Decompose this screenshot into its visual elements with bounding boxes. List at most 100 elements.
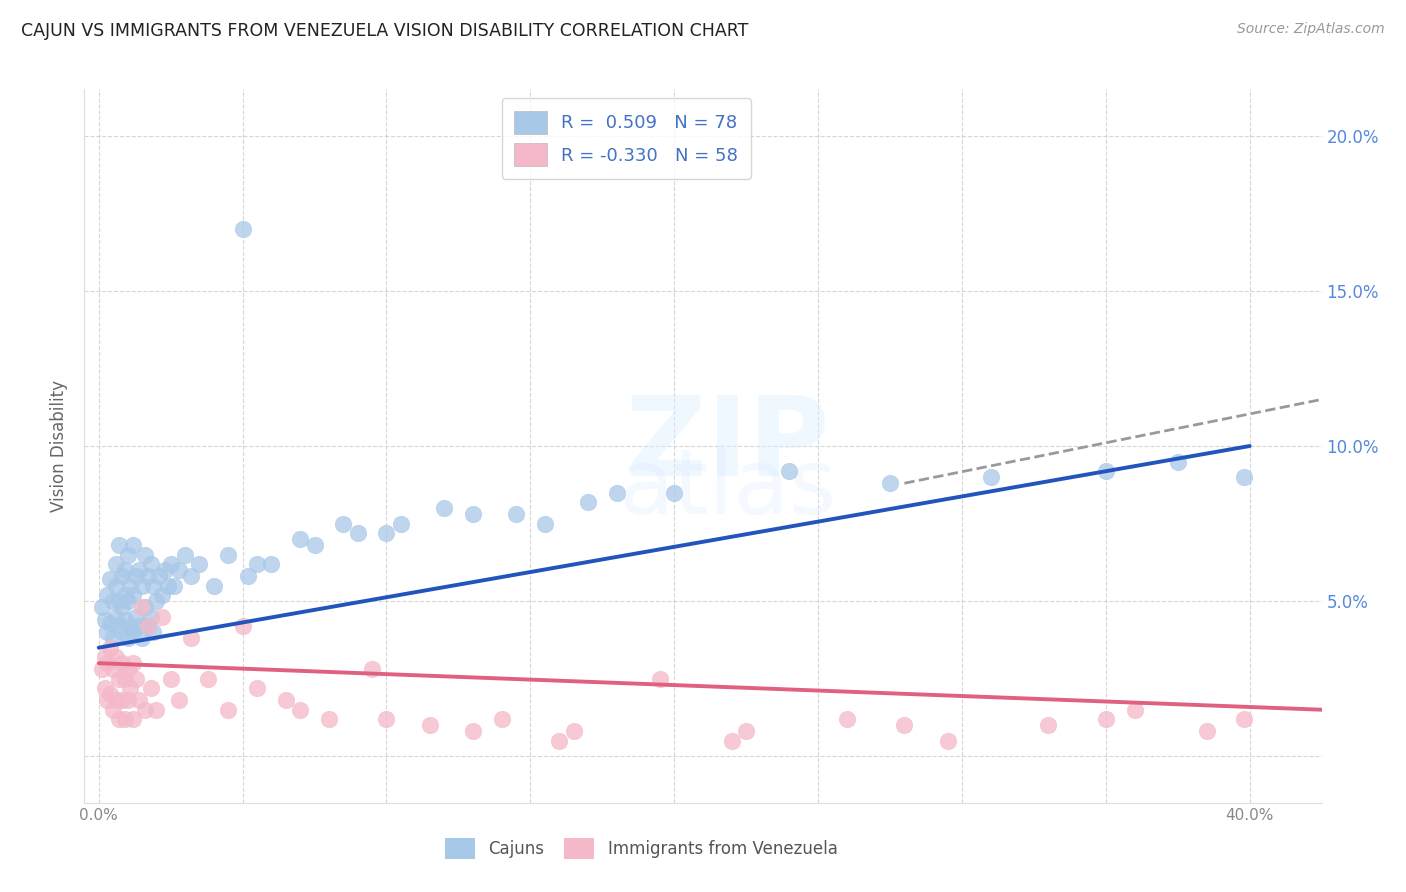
Point bbox=[174, 548, 197, 562]
Point bbox=[98, 640, 121, 655]
Point bbox=[125, 569, 148, 583]
Point bbox=[136, 619, 159, 633]
Point bbox=[114, 712, 136, 726]
Point bbox=[111, 693, 134, 707]
Point bbox=[375, 525, 398, 540]
Point bbox=[1195, 724, 1218, 739]
Point bbox=[122, 712, 145, 726]
Point bbox=[304, 538, 326, 552]
Point bbox=[217, 703, 239, 717]
Y-axis label: Vision Disability: Vision Disability bbox=[51, 380, 69, 512]
Point bbox=[122, 656, 145, 670]
Point bbox=[505, 508, 527, 522]
Point bbox=[134, 703, 156, 717]
Point bbox=[105, 557, 128, 571]
Point bbox=[188, 557, 211, 571]
Point bbox=[111, 625, 134, 640]
Point bbox=[648, 672, 671, 686]
Point bbox=[232, 619, 254, 633]
Point bbox=[105, 650, 128, 665]
Point bbox=[246, 557, 269, 571]
Point bbox=[117, 662, 139, 676]
Point bbox=[1233, 712, 1256, 726]
Point bbox=[145, 594, 167, 608]
Point bbox=[153, 563, 176, 577]
Point bbox=[136, 569, 159, 583]
Point bbox=[120, 681, 142, 695]
Point bbox=[122, 588, 145, 602]
Point bbox=[217, 548, 239, 562]
Point bbox=[835, 712, 858, 726]
Point bbox=[111, 600, 134, 615]
Point bbox=[90, 600, 112, 615]
Point bbox=[346, 525, 368, 540]
Point bbox=[108, 619, 131, 633]
Point bbox=[159, 557, 181, 571]
Point bbox=[180, 569, 202, 583]
Point bbox=[318, 712, 340, 726]
Point bbox=[117, 548, 139, 562]
Point bbox=[125, 672, 148, 686]
Text: atlas: atlas bbox=[619, 445, 837, 533]
Point bbox=[93, 681, 115, 695]
Point bbox=[101, 662, 124, 676]
Point bbox=[180, 632, 202, 646]
Point bbox=[139, 681, 162, 695]
Point bbox=[145, 703, 167, 717]
Point bbox=[159, 672, 181, 686]
Point bbox=[142, 625, 165, 640]
Point bbox=[562, 724, 585, 739]
Point bbox=[93, 650, 115, 665]
Point bbox=[131, 579, 153, 593]
Point bbox=[1038, 718, 1060, 732]
Point bbox=[361, 662, 384, 676]
Point bbox=[879, 476, 901, 491]
Point bbox=[1167, 454, 1189, 468]
Point bbox=[142, 579, 165, 593]
Point bbox=[111, 569, 134, 583]
Point bbox=[169, 563, 191, 577]
Point bbox=[101, 632, 124, 646]
Point bbox=[101, 594, 124, 608]
Text: ZIP: ZIP bbox=[626, 392, 830, 500]
Point bbox=[98, 687, 121, 701]
Point bbox=[548, 733, 571, 747]
Point bbox=[169, 693, 191, 707]
Point bbox=[461, 724, 484, 739]
Point bbox=[980, 470, 1002, 484]
Point bbox=[101, 703, 124, 717]
Point bbox=[114, 588, 136, 602]
Point bbox=[105, 693, 128, 707]
Point bbox=[114, 672, 136, 686]
Point bbox=[120, 619, 142, 633]
Point bbox=[93, 613, 115, 627]
Point bbox=[96, 588, 118, 602]
Point bbox=[98, 615, 121, 630]
Point bbox=[139, 557, 162, 571]
Point bbox=[720, 733, 742, 747]
Point bbox=[238, 569, 260, 583]
Point bbox=[202, 579, 225, 593]
Point bbox=[1095, 464, 1118, 478]
Point bbox=[128, 619, 150, 633]
Point bbox=[461, 508, 484, 522]
Point bbox=[125, 609, 148, 624]
Point bbox=[96, 625, 118, 640]
Point bbox=[375, 712, 398, 726]
Point bbox=[288, 703, 311, 717]
Point bbox=[134, 548, 156, 562]
Point bbox=[664, 485, 686, 500]
Point bbox=[90, 662, 112, 676]
Point bbox=[197, 672, 219, 686]
Point bbox=[108, 594, 131, 608]
Point bbox=[148, 569, 170, 583]
Legend: Cajuns, Immigrants from Venezuela: Cajuns, Immigrants from Venezuela bbox=[439, 831, 844, 866]
Point bbox=[108, 538, 131, 552]
Point bbox=[122, 538, 145, 552]
Point bbox=[122, 625, 145, 640]
Point bbox=[114, 613, 136, 627]
Point bbox=[108, 712, 131, 726]
Point bbox=[114, 563, 136, 577]
Point bbox=[117, 594, 139, 608]
Point bbox=[108, 672, 131, 686]
